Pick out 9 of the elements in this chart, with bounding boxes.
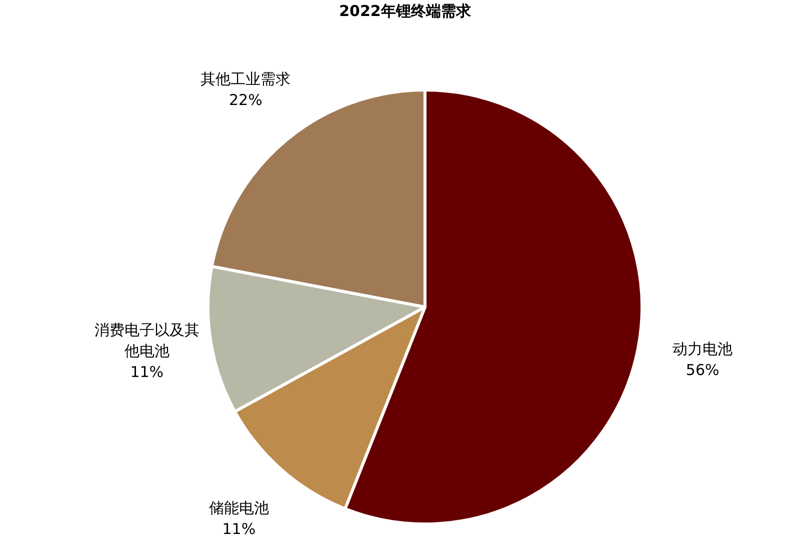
data-label: 22% xyxy=(228,90,264,111)
slice-label: 动力电池 xyxy=(672,338,734,360)
slice-label: 消费电子以及其他电池 xyxy=(93,320,200,362)
data-label: 56% xyxy=(684,360,720,381)
slice-label: 其他工业需求 xyxy=(200,68,292,90)
slice-label: 储能电池 xyxy=(208,498,270,519)
data-label: 11% xyxy=(129,362,165,383)
chart-title: 2022年锂终端需求 xyxy=(338,2,472,21)
data-label: 11% xyxy=(221,518,257,537)
